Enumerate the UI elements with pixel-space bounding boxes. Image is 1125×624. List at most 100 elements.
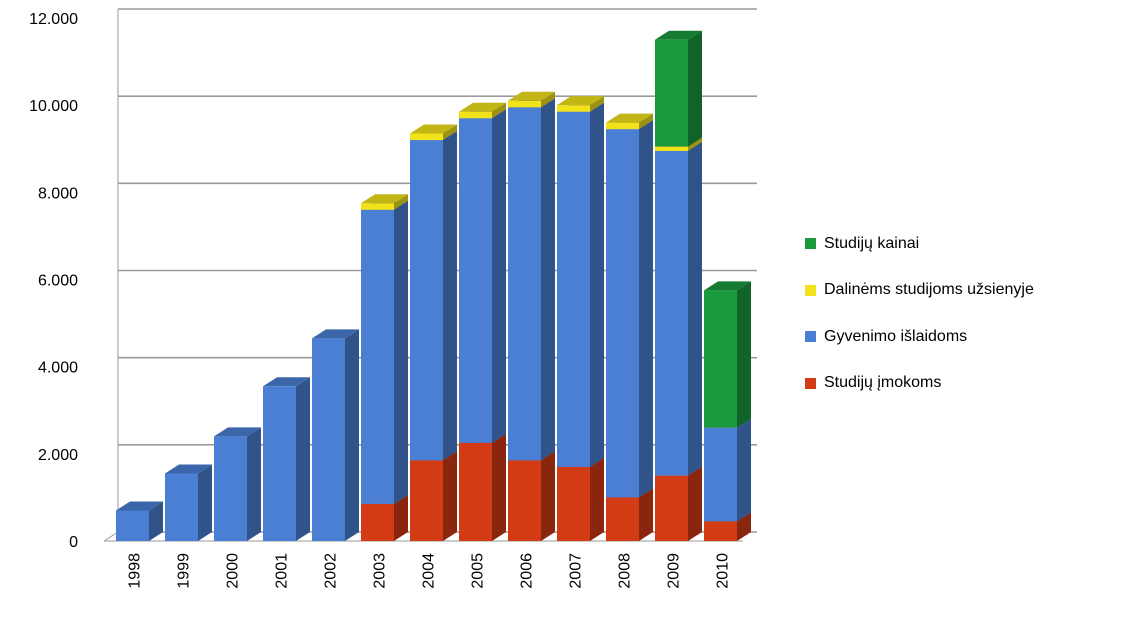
bar-front-face: [410, 133, 443, 141]
bar-front-face: [606, 497, 639, 541]
legend-item-studiju-imokoms: Studijų įmokoms: [805, 372, 1034, 395]
bar-front-face: [606, 129, 639, 498]
x-tick-label: 2008: [617, 553, 634, 589]
y-tick-labels: 0 2.000 4.000 6.000 8.000 10.000 12.000: [29, 11, 78, 551]
bar-segment: [165, 464, 212, 541]
x-tick-label: 2003: [372, 553, 389, 589]
legend-swatch: [805, 377, 816, 389]
x-tick-label: 2009: [666, 553, 683, 589]
legend-label: Gyvenimo išlaidoms: [824, 327, 968, 345]
x-tick-label: 2004: [421, 553, 438, 589]
bar-front-face: [655, 146, 688, 151]
bar-front-face: [606, 122, 639, 130]
bar-segment: [557, 457, 604, 541]
bar-side-face: [394, 200, 408, 504]
bar-front-face: [459, 442, 492, 541]
bar-front-face: [165, 473, 198, 541]
x-tick-label: 2000: [225, 553, 242, 589]
bar-side-face: [688, 137, 702, 151]
bar-front-face: [459, 111, 492, 119]
bar-side-face: [394, 194, 408, 210]
bar-front-face: [116, 510, 149, 541]
bar-segment: [704, 418, 751, 522]
y-tick-label: 2.000: [38, 447, 78, 464]
bar-top-face: [459, 102, 506, 112]
bar-side-face: [394, 494, 408, 541]
bar-top-face: [655, 30, 702, 40]
x-tick-label: 2007: [568, 553, 585, 589]
bar-segment: [263, 377, 310, 541]
bar-side-face: [688, 466, 702, 541]
bar-front-face: [459, 118, 492, 443]
bars: [116, 30, 751, 541]
bar-top-face: [704, 281, 751, 291]
bar-side-face: [492, 109, 506, 443]
bar-front-face: [361, 203, 394, 210]
y-tick-label: 6.000: [38, 273, 78, 290]
bar-top-face: [165, 464, 212, 474]
bar-front-face: [361, 503, 394, 541]
floor-edge: [103, 531, 119, 542]
x-tick-labels: 1998 1999 2000 2001 2002 2003 2004 2005 2006 2007…: [127, 553, 732, 589]
bar-side-face: [443, 131, 457, 461]
bar-front-face: [508, 100, 541, 108]
bar-side-face: [492, 433, 506, 541]
legend-item-dalinems-studijoms: Dalinėms studijoms užsienyje: [805, 279, 1034, 302]
bar-side-face: [639, 488, 653, 541]
bar-segment: [508, 451, 555, 541]
bar-front-face: [557, 466, 590, 541]
legend-label: Studijų įmokoms: [824, 374, 942, 391]
x-tick-label: 1999: [176, 553, 193, 589]
bar-segment: [312, 329, 359, 541]
bar-front-face: [508, 460, 541, 541]
bar-segment: [459, 109, 506, 443]
bar-side-face: [737, 512, 751, 541]
y-tick-label: 10.000: [29, 98, 78, 115]
bar-top-face: [312, 329, 359, 339]
legend-label: Dalinėms studijoms užsienyje: [824, 281, 1034, 298]
bar-side-face: [296, 377, 310, 541]
bar-side-face: [737, 281, 751, 428]
bar-segment: [459, 433, 506, 541]
bar-side-face: [688, 141, 702, 476]
legend: Studijų kainai Dalinėms studijoms užsien…: [805, 232, 1034, 418]
bar-top-face: [557, 96, 604, 106]
bar-top-face: [410, 124, 457, 134]
x-tick-label: 2001: [274, 553, 291, 589]
bar-segment: [361, 194, 408, 210]
bar-front-face: [704, 521, 737, 541]
bar-side-face: [541, 98, 555, 461]
x-tick-label: 2010: [715, 553, 732, 589]
bar-front-face: [263, 386, 296, 541]
bar-segment: [557, 96, 604, 112]
bar-front-face: [655, 150, 688, 476]
bar-segment: [655, 141, 702, 476]
bar-front-face: [410, 460, 443, 541]
bar-side-face: [149, 501, 163, 541]
y-tick-label: 0: [69, 534, 78, 551]
bar-side-face: [639, 113, 653, 130]
bar-front-face: [508, 107, 541, 461]
bar-segment: [410, 124, 457, 141]
bar-top-face: [361, 194, 408, 204]
x-tick-label: 1998: [127, 553, 144, 589]
bar-front-face: [557, 111, 590, 467]
bar-segment: [508, 91, 555, 108]
bar-side-face: [737, 418, 751, 522]
bar-segment: [606, 113, 653, 130]
bar-top-face: [214, 427, 261, 437]
x-tick-label: 2006: [519, 553, 536, 589]
bar-side-face: [541, 91, 555, 108]
y-tick-label: 8.000: [38, 185, 78, 202]
bar-side-face: [688, 30, 702, 147]
bar-side-face: [247, 427, 261, 541]
bar-front-face: [655, 39, 688, 147]
bar-side-face: [541, 451, 555, 541]
bar-segment: [410, 451, 457, 541]
bar-top-face: [606, 113, 653, 123]
bar-side-face: [443, 124, 457, 141]
bar-top-face: [116, 501, 163, 511]
bar-segment: [704, 281, 751, 428]
bar-segment: [655, 466, 702, 541]
